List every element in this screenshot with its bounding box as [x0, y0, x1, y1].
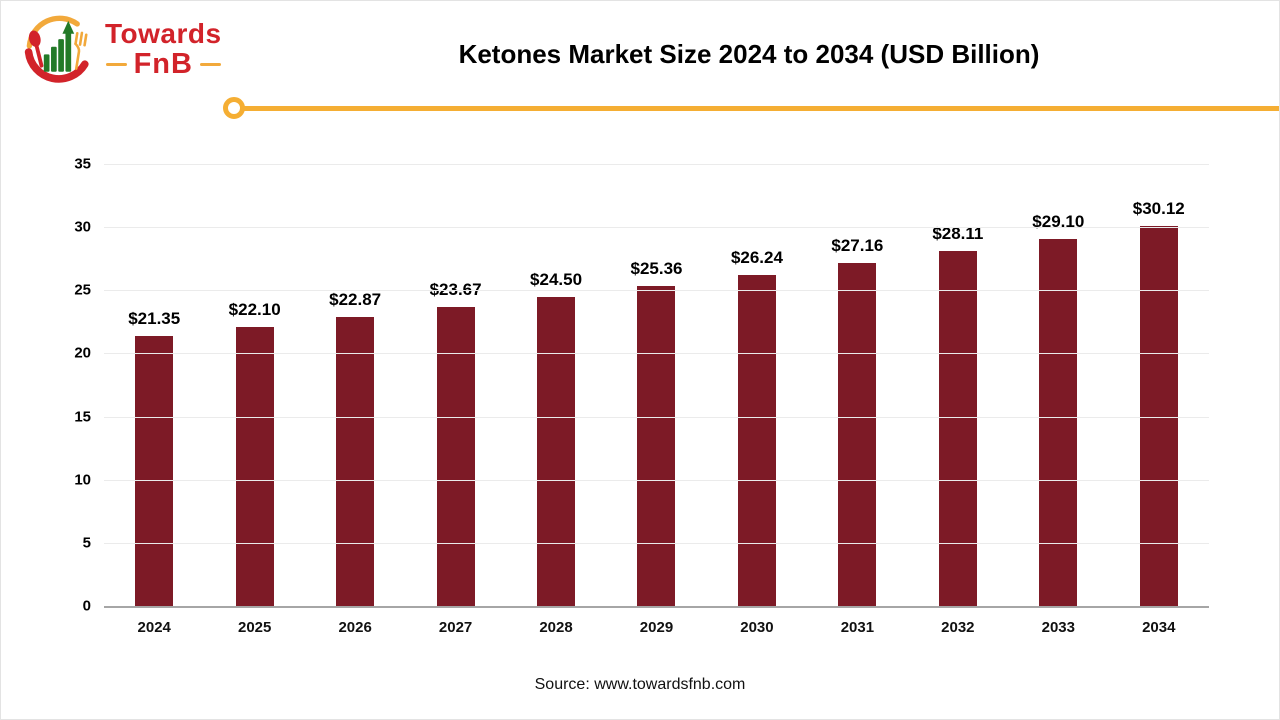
bar-column-2027: $23.67 [405, 164, 505, 606]
bar-2025 [235, 326, 274, 606]
bar-column-2034: $30.12 [1109, 164, 1209, 606]
brand-name-bottom: FnB [133, 48, 193, 81]
x-tick-label-2024: 2024 [137, 619, 171, 636]
x-tick-label-2030: 2030 [740, 619, 774, 636]
bar-2032 [938, 251, 977, 606]
gridline-15 [104, 416, 1209, 418]
bar-value-2029: $25.36 [630, 258, 683, 278]
bar-value-2027: $23.67 [429, 280, 482, 300]
bar-column-2031: $27.16 [807, 164, 907, 606]
logo-emblem-icon [24, 15, 89, 83]
y-tick-label-25: 25 [74, 281, 91, 299]
brand-dash-right [199, 63, 221, 67]
x-tick-label-2027: 2027 [438, 619, 473, 636]
y-tick-label-35: 35 [74, 155, 91, 173]
brand-dash-left [105, 63, 127, 67]
growth-arrow-icon [62, 20, 75, 34]
y-tick-label-15: 15 [74, 408, 91, 426]
y-axis: 0 5 10 15 20 25 30 35 [49, 156, 91, 615]
bar-value-2025: $22.10 [228, 299, 281, 319]
bar-value-2024: $21.35 [128, 309, 181, 329]
bar-column-2032: $28.11 [908, 164, 1008, 606]
bar-2033 [1039, 238, 1078, 606]
plot-area: $21.35 $22.10 $22.87 $23.67 $24.50 $25.36 $26.… [104, 164, 1209, 608]
bar-column-2030: $26.24 [707, 164, 807, 606]
x-tick-label-2032: 2032 [941, 619, 975, 636]
brand-name-row: FnB [105, 48, 221, 81]
x-tick-label-2025: 2025 [237, 619, 272, 636]
gridline-35 [104, 164, 1209, 165]
chart-bars-icon [43, 20, 75, 72]
divider-line [242, 106, 1279, 111]
bar-column-2029: $25.36 [606, 164, 706, 606]
x-axis: 2024 2025 2026 2027 2028 2029 2030 2031 2032 2033… [104, 619, 1209, 636]
bar-column-2028: $24.50 [506, 164, 606, 606]
bar-value-2026: $22.87 [329, 290, 382, 310]
x-tick-label-2026: 2026 [338, 619, 372, 636]
bar-2028 [537, 296, 576, 606]
x-tick-label-2029: 2029 [639, 619, 674, 636]
bar-value-2031: $27.16 [831, 236, 884, 256]
x-tick-label-2033: 2033 [1041, 619, 1075, 636]
y-tick-label-30: 30 [74, 218, 91, 236]
bar-column-2026: $22.87 [305, 164, 405, 606]
bar-column-2024: $21.35 [104, 164, 204, 606]
gridline-5 [104, 542, 1209, 544]
gridline-30 [104, 227, 1209, 229]
bar-2024 [135, 336, 174, 606]
gridline-25 [104, 290, 1209, 292]
x-tick-label-2031: 2031 [840, 619, 875, 636]
bar-column-2033: $29.10 [1008, 164, 1108, 606]
x-tick-label-2028: 2028 [539, 619, 573, 636]
gridline-10 [104, 479, 1209, 481]
bar-value-2033: $29.10 [1032, 211, 1085, 231]
bar-2030 [737, 274, 776, 606]
x-tick-label-2034: 2034 [1142, 619, 1176, 636]
brand-text: Towards FnB [105, 17, 222, 81]
bar-2029 [637, 285, 676, 606]
bar-2031 [838, 263, 877, 606]
logo-arc-bottom [24, 48, 89, 83]
bar-2027 [436, 307, 475, 606]
bar-column-2025: $22.10 [204, 164, 304, 606]
y-tick-label-5: 5 [82, 534, 91, 552]
chart-title: Ketones Market Size 2024 to 2034 (USD Bi… [458, 39, 1040, 69]
fork-icon [74, 31, 88, 70]
bar-value-2030: $26.24 [730, 247, 783, 267]
brand-name-top: Towards [105, 17, 222, 49]
bar-2034 [1139, 225, 1178, 606]
source-caption: Source: www.towardsfnb.com [534, 676, 746, 693]
y-tick-label-10: 10 [74, 471, 91, 489]
spoon-icon [28, 30, 44, 68]
bar-value-2032: $28.11 [932, 224, 984, 244]
bar-value-2034: $30.12 [1132, 198, 1185, 218]
bar-value-2028: $24.50 [530, 269, 583, 289]
gridline-20 [104, 353, 1209, 355]
y-tick-label-20: 20 [74, 344, 91, 362]
bar-2026 [336, 317, 375, 606]
y-tick-label-0: 0 [82, 597, 91, 615]
columns: $21.35 $22.10 $22.87 $23.67 $24.50 $25.36 $26.… [104, 164, 1209, 606]
brand-logo: Towards FnB [21, 11, 222, 87]
